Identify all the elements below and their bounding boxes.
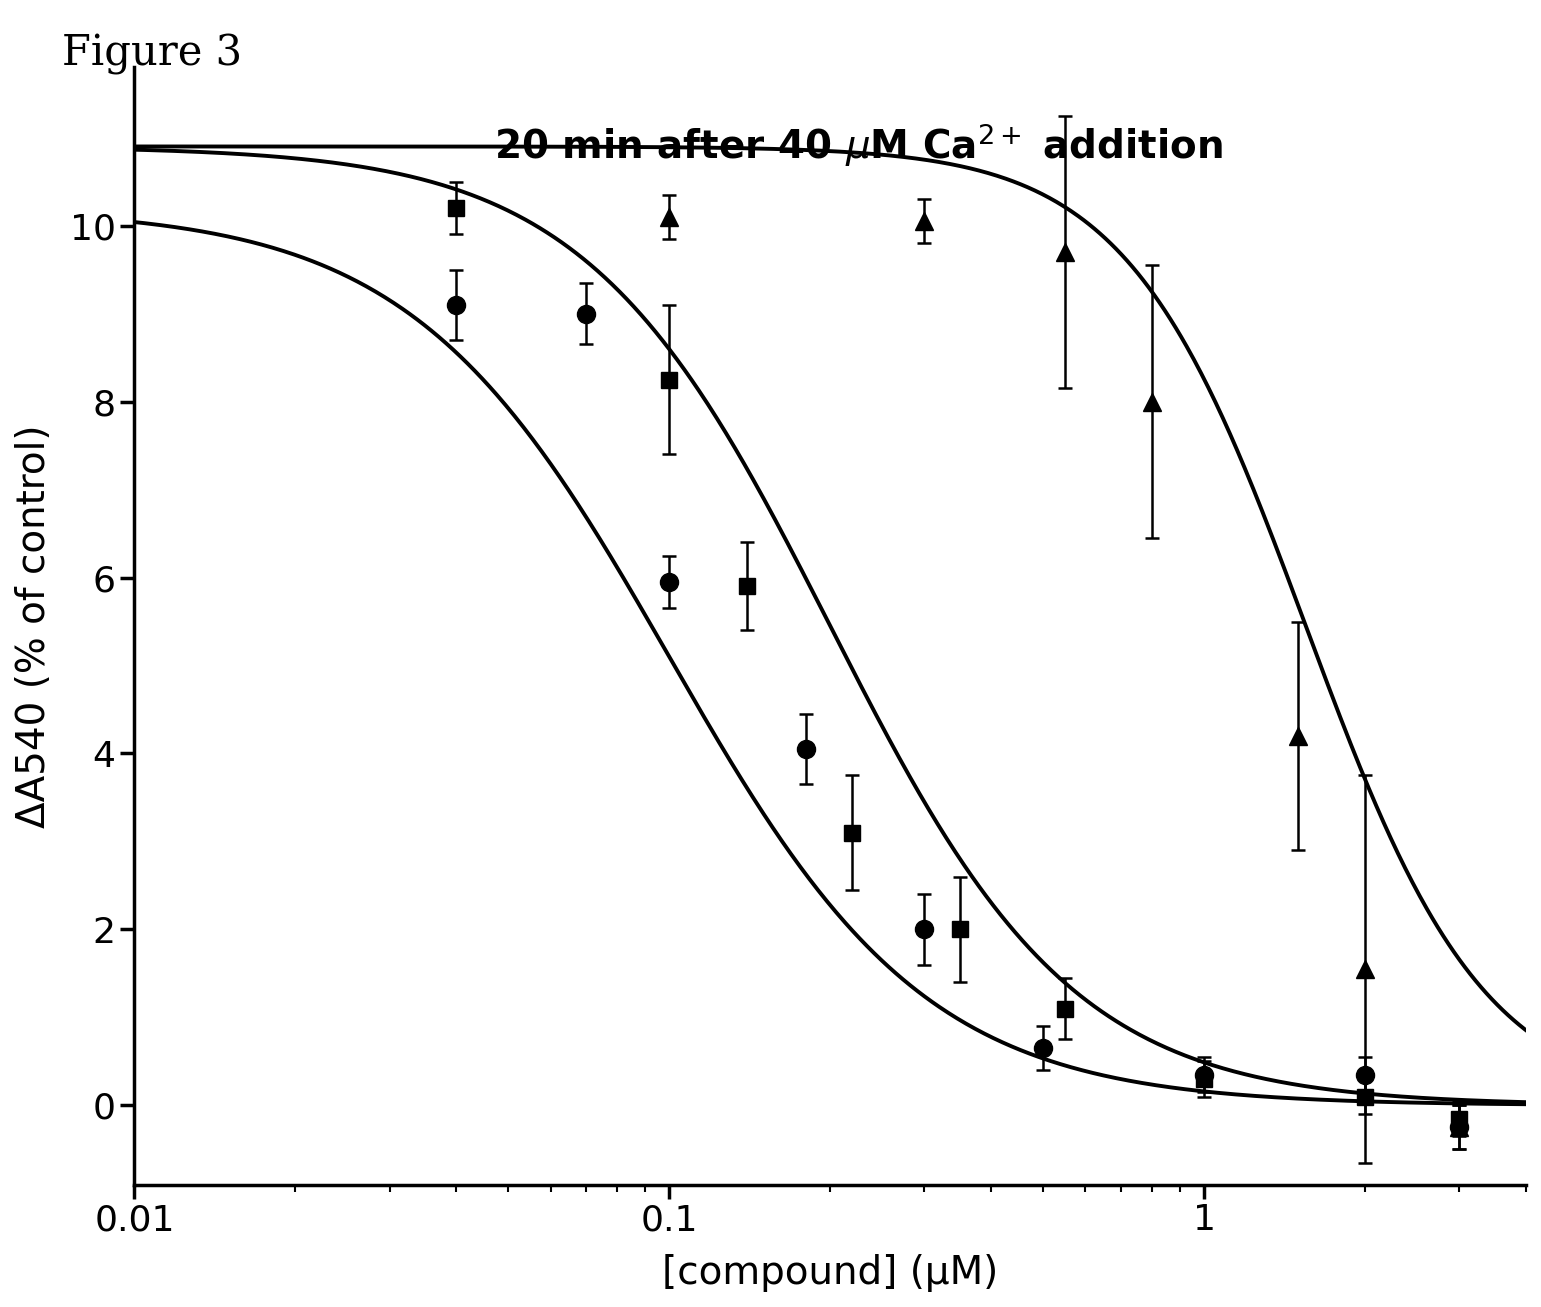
Text: 20 min after 40 $\mu$M Ca$^{2+}$ addition: 20 min after 40 $\mu$M Ca$^{2+}$ additio… [493, 122, 1222, 170]
Text: Figure 3: Figure 3 [62, 33, 242, 74]
X-axis label: [compound] (μM): [compound] (μM) [663, 1253, 999, 1293]
Y-axis label: ΔA540 (% of control): ΔA540 (% of control) [15, 425, 52, 827]
